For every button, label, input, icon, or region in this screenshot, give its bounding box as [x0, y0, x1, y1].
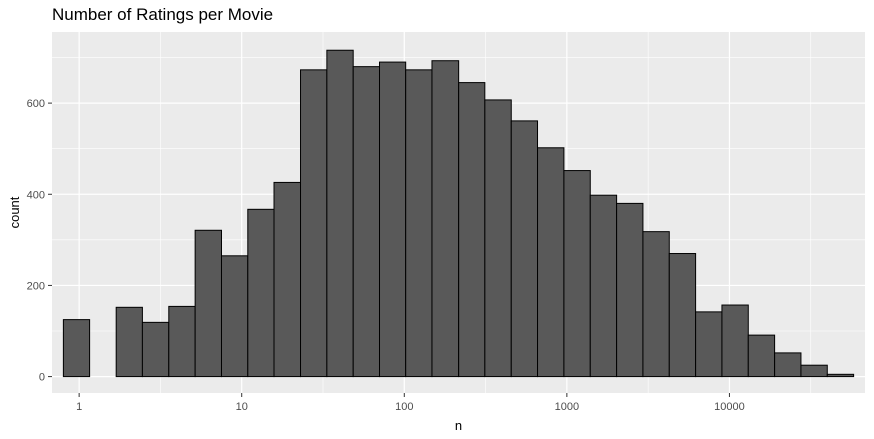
- histogram-bar: [247, 208, 275, 378]
- histogram-bar: [800, 364, 828, 378]
- histogram-bar: [115, 306, 143, 378]
- histogram-bar: [721, 304, 749, 378]
- x-tick-label: 10000: [714, 401, 745, 413]
- histogram-bar: [642, 231, 670, 378]
- x-tick-label: 1: [76, 401, 82, 413]
- x-axis: 1 10 100 1000 10000: [76, 393, 745, 413]
- histogram-bar: [405, 69, 433, 378]
- histogram-bar: [220, 255, 249, 378]
- histogram-bar: [510, 120, 539, 378]
- y-tick-label: 600: [27, 98, 45, 110]
- x-tick-label: 1000: [555, 401, 579, 413]
- histogram-bar: [379, 61, 407, 378]
- histogram-bar: [537, 147, 565, 378]
- y-axis: 0 200 400 600: [27, 98, 52, 384]
- chart-title: Number of Ratings per Movie: [52, 5, 274, 24]
- histogram-bar: [300, 69, 328, 378]
- histogram-bar: [563, 170, 591, 378]
- histogram-bar: [141, 321, 170, 378]
- histogram-bar: [774, 352, 802, 378]
- histogram-bar: [352, 66, 381, 378]
- histogram-bar: [458, 82, 486, 378]
- histogram-bar: [326, 49, 354, 378]
- x-axis-title: n: [455, 418, 462, 433]
- histogram-bar: [273, 181, 302, 378]
- y-tick-label: 200: [27, 280, 45, 292]
- y-tick-label: 0: [39, 372, 45, 384]
- x-tick-label: 10: [236, 401, 248, 413]
- histogram-bar: [747, 334, 776, 378]
- histogram-bar: [589, 194, 618, 378]
- histogram-bar: [194, 229, 222, 378]
- histogram-bar: [168, 305, 196, 378]
- histogram-bar: [616, 202, 644, 378]
- histogram-bars: [62, 49, 855, 378]
- y-axis-title: count: [7, 196, 22, 228]
- x-tick-label: 100: [395, 401, 413, 413]
- histogram-bar: [826, 373, 855, 378]
- histogram-bar: [62, 319, 91, 378]
- histogram-bar: [668, 253, 697, 378]
- histogram-bar: [431, 60, 460, 378]
- histogram-bar: [484, 99, 512, 378]
- y-tick-label: 400: [27, 189, 45, 201]
- histogram-bar: [695, 311, 723, 378]
